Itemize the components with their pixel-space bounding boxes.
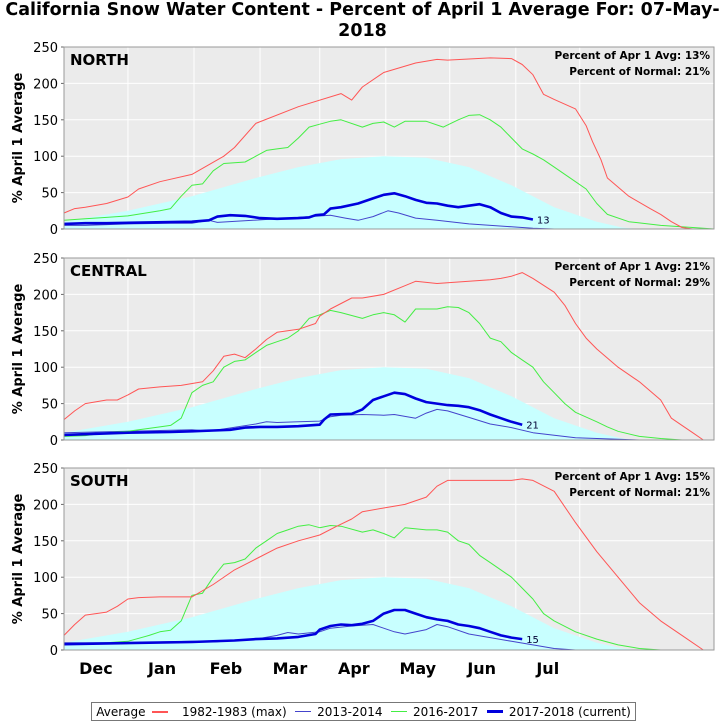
panel-central-border (63, 257, 715, 441)
y-tick-north-100: 100 (33, 150, 58, 165)
series-south-2016-2017 (63, 524, 661, 651)
y-tick-central-250: 250 (33, 252, 58, 267)
y-tick-south-250: 250 (33, 462, 58, 477)
legend-average-label: Average (96, 704, 146, 719)
y-tick-central-100: 100 (33, 361, 58, 376)
legend-item-average: Average (96, 705, 173, 719)
series-north-1982-1983-max (63, 57, 693, 230)
legend-current-label: 2017-2018 (current) (508, 704, 631, 719)
y-axis-label-central: % April 1 Average (11, 284, 26, 415)
y-tick-south-100: 100 (33, 571, 58, 586)
panel-north-stat-avg: Percent of Apr 1 Avg: 13% (555, 50, 711, 62)
y-tick-north-0: 0 (50, 223, 58, 238)
panel-central-name: CENTRAL (70, 262, 147, 280)
y-tick-south-150: 150 (33, 535, 58, 550)
series-central-2016-2017 (63, 306, 683, 441)
x-tick-apr: Apr (338, 659, 370, 678)
panel-south-stat-normal: Percent of Normal: 21% (569, 487, 710, 499)
y-tick-south-0: 0 (50, 644, 58, 659)
y-tick-north-150: 150 (33, 114, 58, 129)
panel-north-border (63, 46, 715, 230)
y-tick-south-200: 200 (33, 498, 58, 513)
current-value-label-north: 13 (537, 216, 550, 227)
legend-2017-label: 2016-2017 (413, 704, 479, 719)
x-tick-jun: Jun (466, 659, 496, 678)
legend-item-2017: 2016-2017 (391, 705, 478, 719)
series-north-2016-2017 (63, 114, 715, 230)
x-tick-jan: Jan (147, 659, 176, 678)
x-tick-jul: Jul (535, 659, 559, 678)
legend-item-2014: 2013-2014 (295, 704, 383, 719)
y-axis-label-south: % April 1 Average (11, 494, 26, 625)
legend-2014-label: 2013-2014 (317, 704, 383, 719)
chart-legend: Average 1982-1983 (max) 2013-2014 2016-2… (91, 702, 636, 721)
legend-max-label: 1982-1983 (max) (181, 704, 287, 719)
legend-swatch-max (151, 710, 168, 713)
series-central-2017-2018-current (63, 391, 523, 437)
series-south-average (64, 577, 640, 650)
series-north-2017-2018-current (63, 192, 534, 226)
y-tick-north-250: 250 (33, 41, 58, 56)
legend-swatch-current (486, 710, 503, 713)
series-central-1982-1983-max (63, 272, 704, 441)
x-tick-dec: Dec (79, 659, 113, 678)
current-value-label-south: 15 (526, 635, 539, 646)
y-tick-north-200: 200 (33, 77, 58, 92)
panel-central-stat-avg: Percent of Apr 1 Avg: 21% (555, 261, 711, 273)
legend-item-max: 1982-1983 (max) (182, 705, 287, 719)
y-tick-central-150: 150 (33, 325, 58, 340)
legend-swatch-2014 (295, 711, 312, 712)
current-value-label-central: 21 (526, 421, 539, 432)
x-tick-mar: Mar (273, 659, 308, 678)
series-central-average (64, 367, 640, 440)
y-axis-label-north: % April 1 Average (11, 73, 26, 204)
panel-south-border (63, 467, 715, 651)
legend-swatch-2017 (391, 711, 408, 712)
panel-north-stat-normal: Percent of Normal: 21% (569, 66, 710, 78)
y-tick-south-50: 50 (41, 608, 58, 623)
legend-item-current: 2017-2018 (current) (486, 704, 631, 719)
series-south-1982-1983-max (63, 478, 704, 651)
x-tick-may: May (399, 659, 436, 678)
y-tick-central-50: 50 (41, 398, 58, 413)
series-south-2017-2018-current (63, 608, 523, 646)
panel-central-stat-normal: Percent of Normal: 29% (569, 277, 710, 289)
panel-south-stat-avg: Percent of Apr 1 Avg: 15% (555, 471, 711, 483)
series-central-2013-2014 (63, 408, 640, 441)
y-tick-central-200: 200 (33, 288, 58, 303)
x-tick-feb: Feb (210, 659, 243, 678)
y-tick-north-50: 50 (41, 187, 58, 202)
y-tick-central-0: 0 (50, 434, 58, 449)
panel-south-name: SOUTH (70, 472, 129, 490)
chart-title: California Snow Water Content - Percent … (5, 0, 720, 41)
panel-north-name: NORTH (70, 51, 129, 69)
